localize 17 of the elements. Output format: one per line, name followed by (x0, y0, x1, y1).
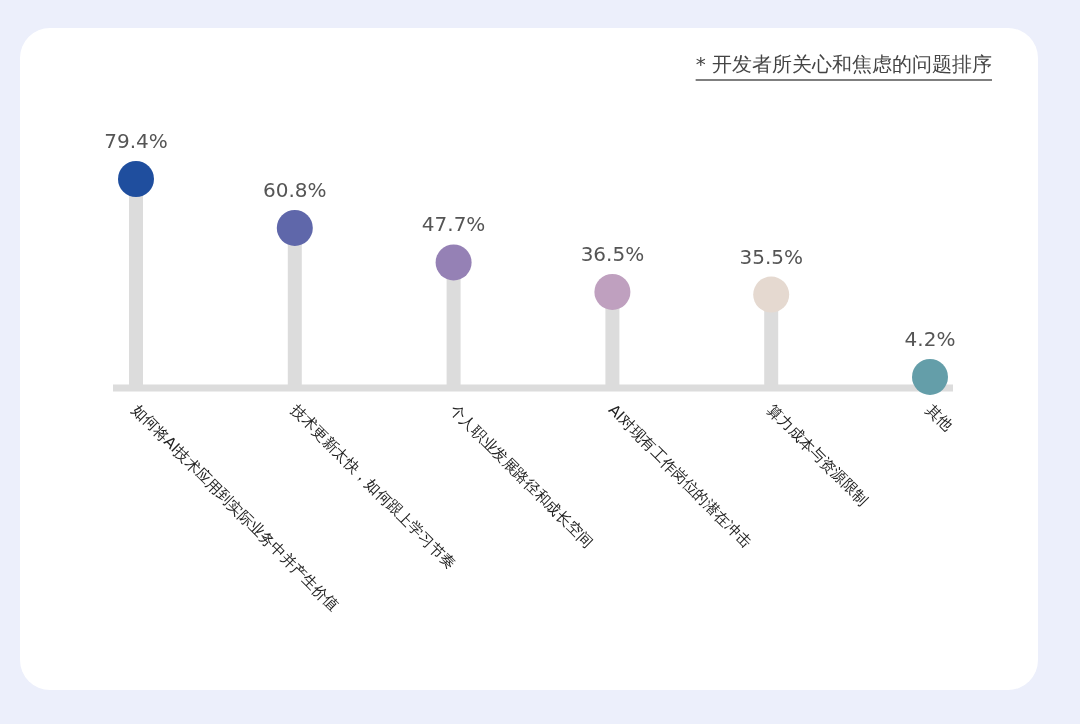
text: * 开发者所关心和焦虑的问题排序 (695, 52, 992, 76)
data-label: 4.2% (904, 326, 956, 351)
data-label: 36.5% (580, 241, 645, 266)
data-label: 60.8% (263, 177, 327, 202)
x-tick-label: 其他 (922, 400, 957, 435)
data-label: 35.5% (739, 244, 803, 269)
point (118, 161, 154, 197)
x-tick-label: 算力成本与资源限制 (763, 400, 872, 510)
x-tick-label: AI对现有工作岗位的潜在冲击 (604, 400, 756, 552)
point (276, 209, 313, 246)
data-label: 47.7% (421, 212, 486, 237)
x-tick-label: 个人职业发展路径和成长空间 (446, 400, 597, 552)
data-label: 79.4% (104, 129, 168, 153)
point (912, 358, 948, 395)
point (753, 276, 790, 313)
point (594, 273, 631, 310)
point (435, 244, 472, 281)
